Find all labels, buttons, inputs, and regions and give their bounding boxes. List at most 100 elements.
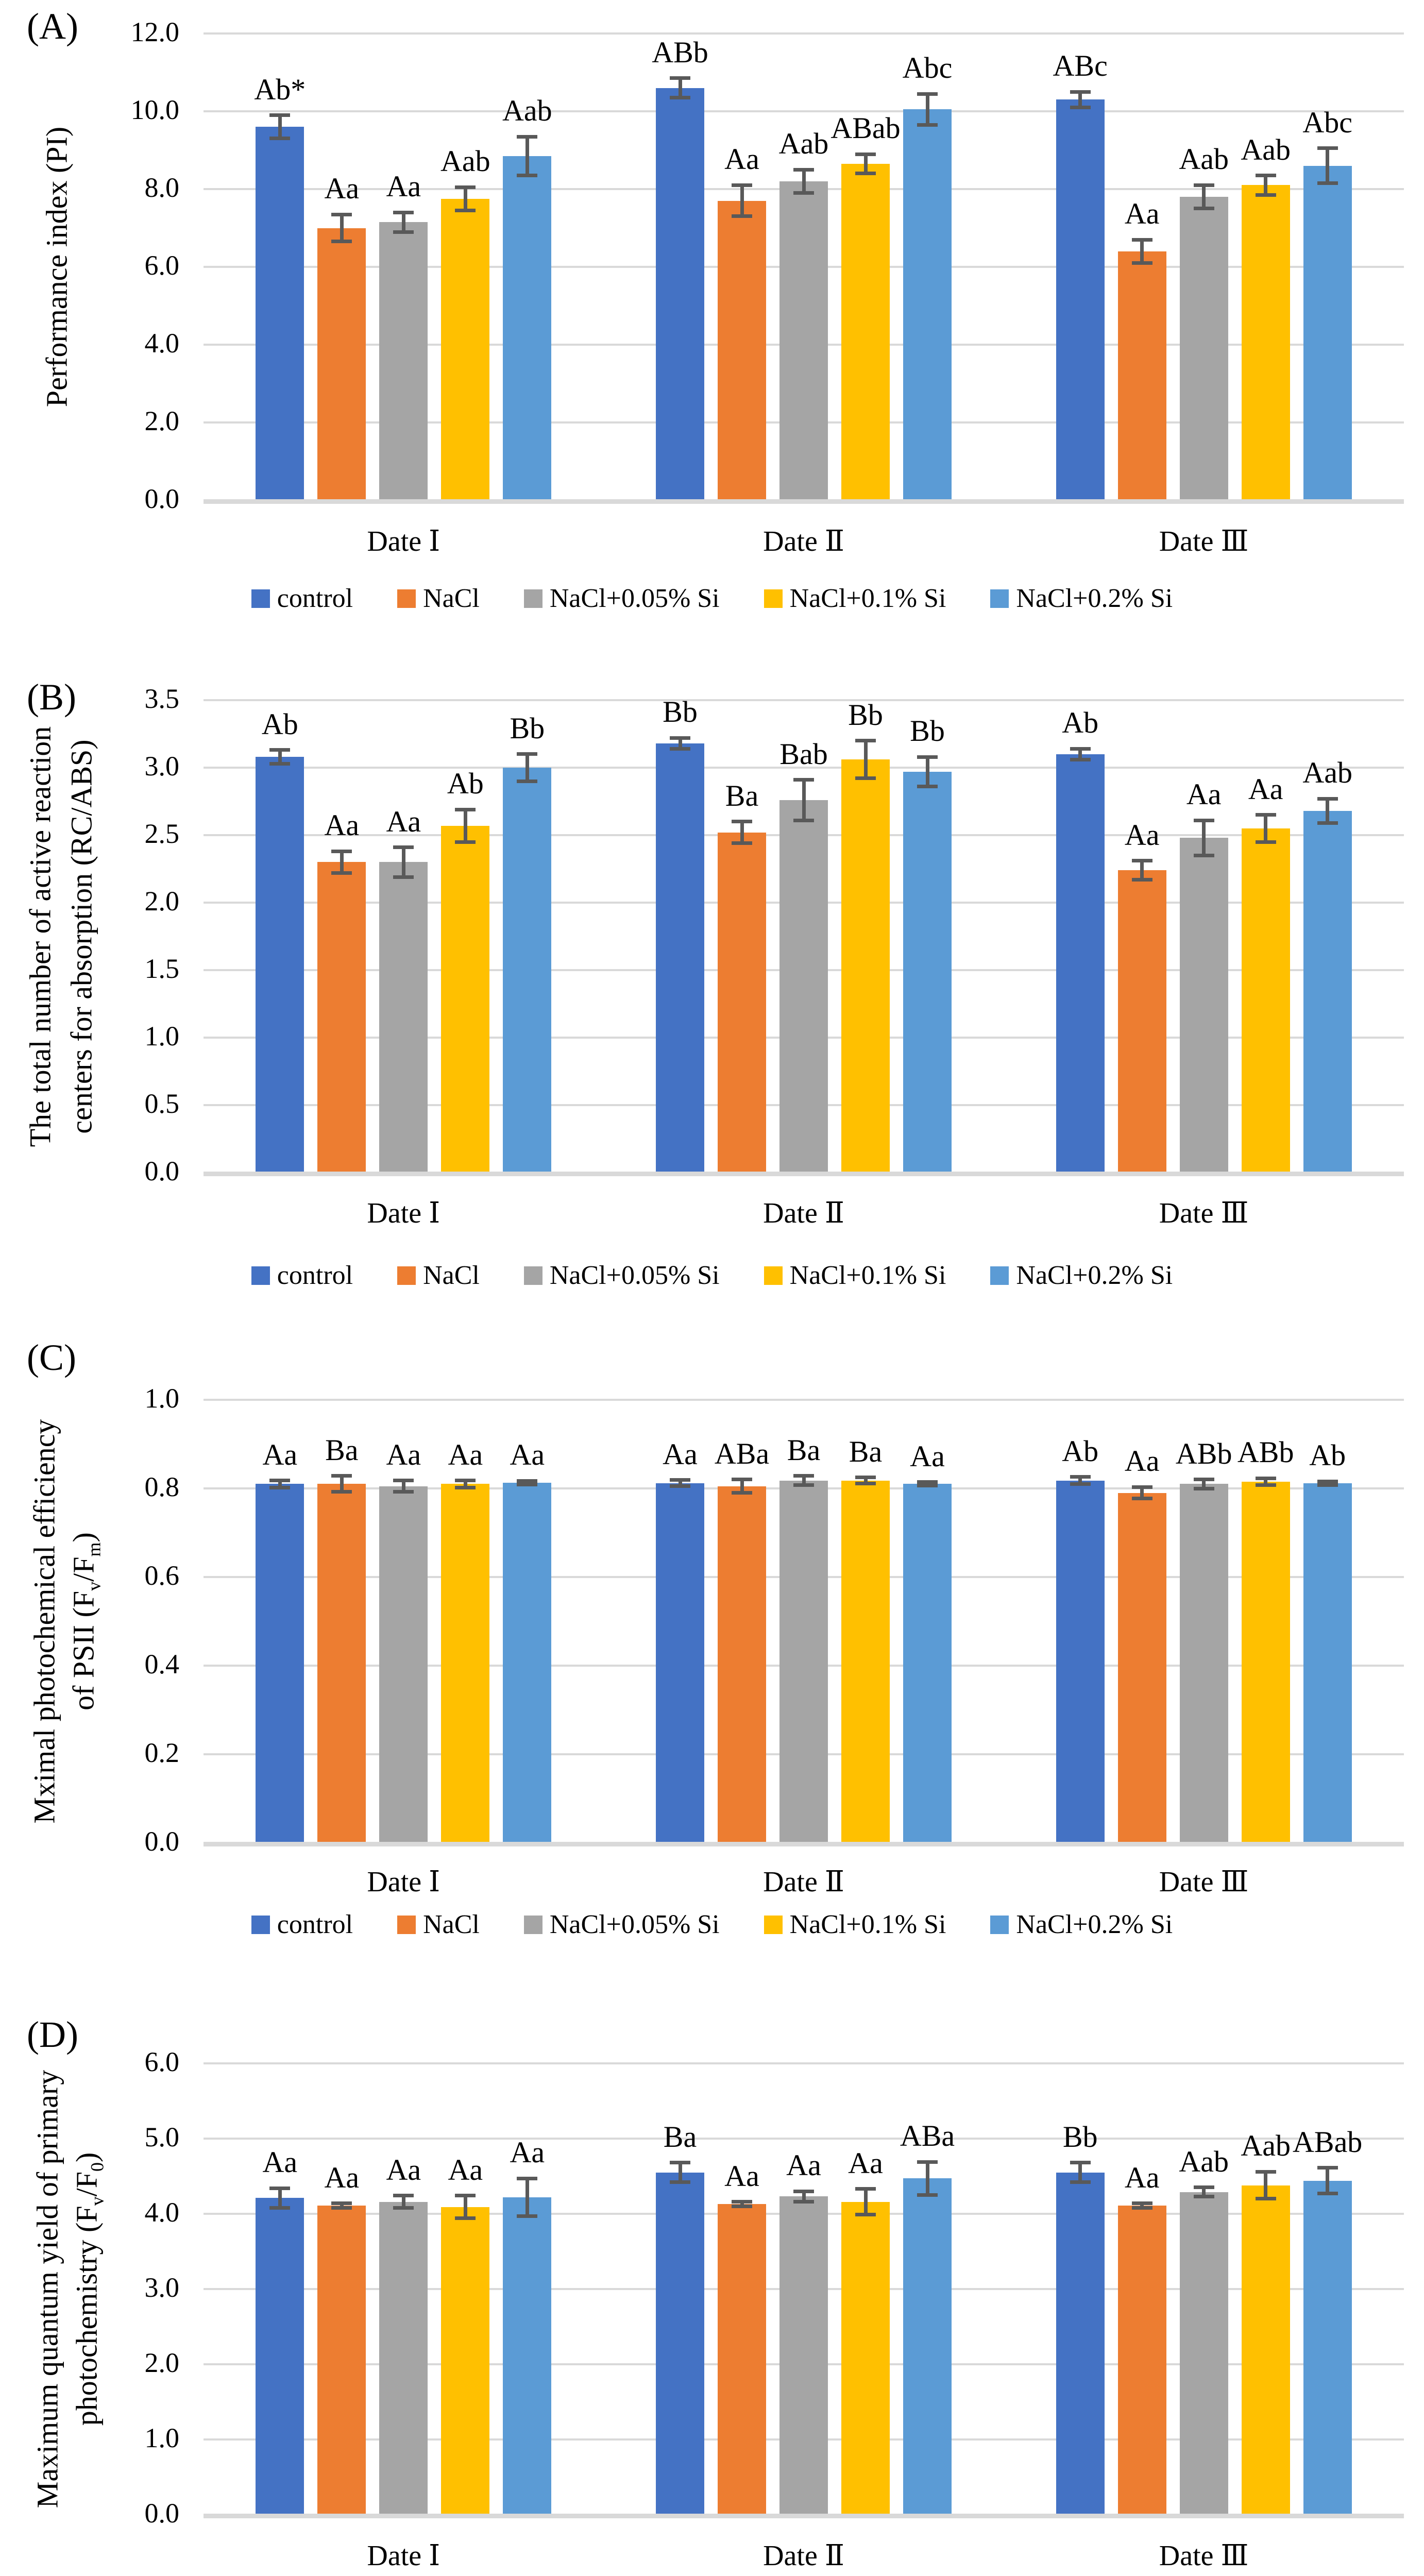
bar [379,222,428,500]
error-bar-line [740,821,744,843]
error-bar-cap-top [670,1478,690,1482]
y-axis-tick-label: 1.0 [144,1021,180,1052]
error-bar-cap-top [855,1476,876,1479]
significance-label: Bab [779,737,828,771]
error-bar-cap-bottom [855,1482,876,1486]
significance-label: Ba [325,1433,359,1467]
error-bar-line [401,2195,405,2208]
y-axis-title-line: The total number of active reaction [23,726,57,1147]
bar [503,1482,552,1843]
bar [1117,2205,1166,2515]
legend-item: control [251,583,353,614]
significance-label: Ba [663,2120,697,2154]
bar [1179,2192,1228,2515]
error-bar-line [1078,2162,1082,2182]
significance-label: Bb [848,698,883,732]
error-bar-cap-top [793,167,814,172]
legend-swatch [397,1915,416,1934]
error-bar-line [1264,1478,1268,1485]
error-bar-line [278,750,282,764]
error-bar-line [278,115,282,139]
error-bar-cap-bottom [1193,207,1214,211]
legend-swatch [764,589,783,608]
significance-label: Aa [663,1437,698,1471]
error-bar-cap-top [393,1479,414,1483]
error-bar-cap-bottom [1070,105,1091,109]
error-bar-cap-top [269,1479,291,1483]
error-bar-cap-bottom [917,785,938,789]
legend-swatch [764,1266,783,1285]
significance-label: ABa [714,1436,770,1470]
significance-label: Aa [386,804,421,838]
significance-label: Aa [386,1437,421,1471]
significance-label: Ab [261,707,298,741]
bar [779,2196,828,2515]
error-bar-cap-bottom [670,1484,690,1488]
error-bar-line [525,137,529,176]
bar [656,1483,704,1843]
error-bar-line [1264,2172,1268,2199]
error-bar-cap-bottom [393,1490,414,1494]
error-bar-cap-bottom [793,2200,814,2204]
error-bar-cap-bottom [732,2204,752,2208]
error-bar-cap-bottom [1070,2180,1091,2184]
legend-item: NaCl+0.1% Si [764,1260,946,1291]
bar [779,800,828,1173]
error-bar-cap-bottom [393,230,414,234]
significance-label: Aab [502,94,552,128]
legend-item: NaCl [397,1260,480,1291]
significance-label: Bb [1062,2120,1098,2154]
error-bar-cap-bottom [331,240,352,244]
error-bar-cap-bottom [732,841,752,845]
bar [1303,2180,1352,2515]
panel-letter: (C) [27,1337,76,1378]
significance-label: Aa [1124,197,1160,231]
y-axis-tick-label: 6.0 [144,2046,180,2077]
bar [1241,828,1290,1173]
x-axis-category-label: Date Ⅰ [367,2540,440,2572]
error-bar-cap-top [1317,2166,1338,2170]
error-bar-cap-top [1193,818,1214,822]
legend-label: control [277,1910,353,1939]
bar [1179,1484,1228,1843]
error-bar-cap-top [1255,174,1276,178]
error-bar-cap-top [1255,2170,1276,2174]
significance-label: ABab [830,111,901,145]
significance-label: Aa [510,2136,545,2170]
bar [256,2198,304,2515]
bar [1179,197,1228,500]
y-axis-tick-label: 8.0 [144,172,180,203]
legend-label: NaCl [423,584,480,613]
error-bar-cap-top [393,845,414,850]
error-bar-cap-bottom [917,1484,938,1488]
error-bar-line [1140,2203,1144,2208]
error-bar-cap-top [732,820,752,824]
bar [903,1484,952,1843]
error-bar-cap-top [269,113,291,117]
error-bar-line [340,2203,344,2208]
y-axis-tick-label: 0.8 [144,1471,180,1502]
error-bar-cap-bottom [917,123,938,127]
error-bar-line [802,170,806,193]
error-bar-line [863,1477,868,1484]
bar [841,2201,890,2515]
error-bar-line [863,740,868,778]
bar [317,228,366,500]
legend-label: control [277,584,353,613]
error-bar-line [1078,92,1082,108]
error-bar-cap-bottom [517,1482,538,1486]
bar [441,2207,490,2515]
significance-label: Aab [1179,2144,1229,2178]
bar [1303,810,1352,1173]
error-bar-cap-top [793,2189,814,2193]
y-axis-title-line: Performance index (PI) [40,126,74,408]
error-bar-line [863,2189,868,2215]
y-axis-tick-label: 3.0 [144,2272,180,2303]
bar [718,200,766,500]
error-bar-cap-top [793,1474,814,1478]
legend-label: NaCl+0.05% Si [549,584,720,613]
significance-label: Aab [1179,142,1229,176]
error-bar-cap-bottom [1255,1483,1276,1487]
legend-swatch [251,1266,270,1285]
legend-item: NaCl+0.05% Si [523,583,720,614]
